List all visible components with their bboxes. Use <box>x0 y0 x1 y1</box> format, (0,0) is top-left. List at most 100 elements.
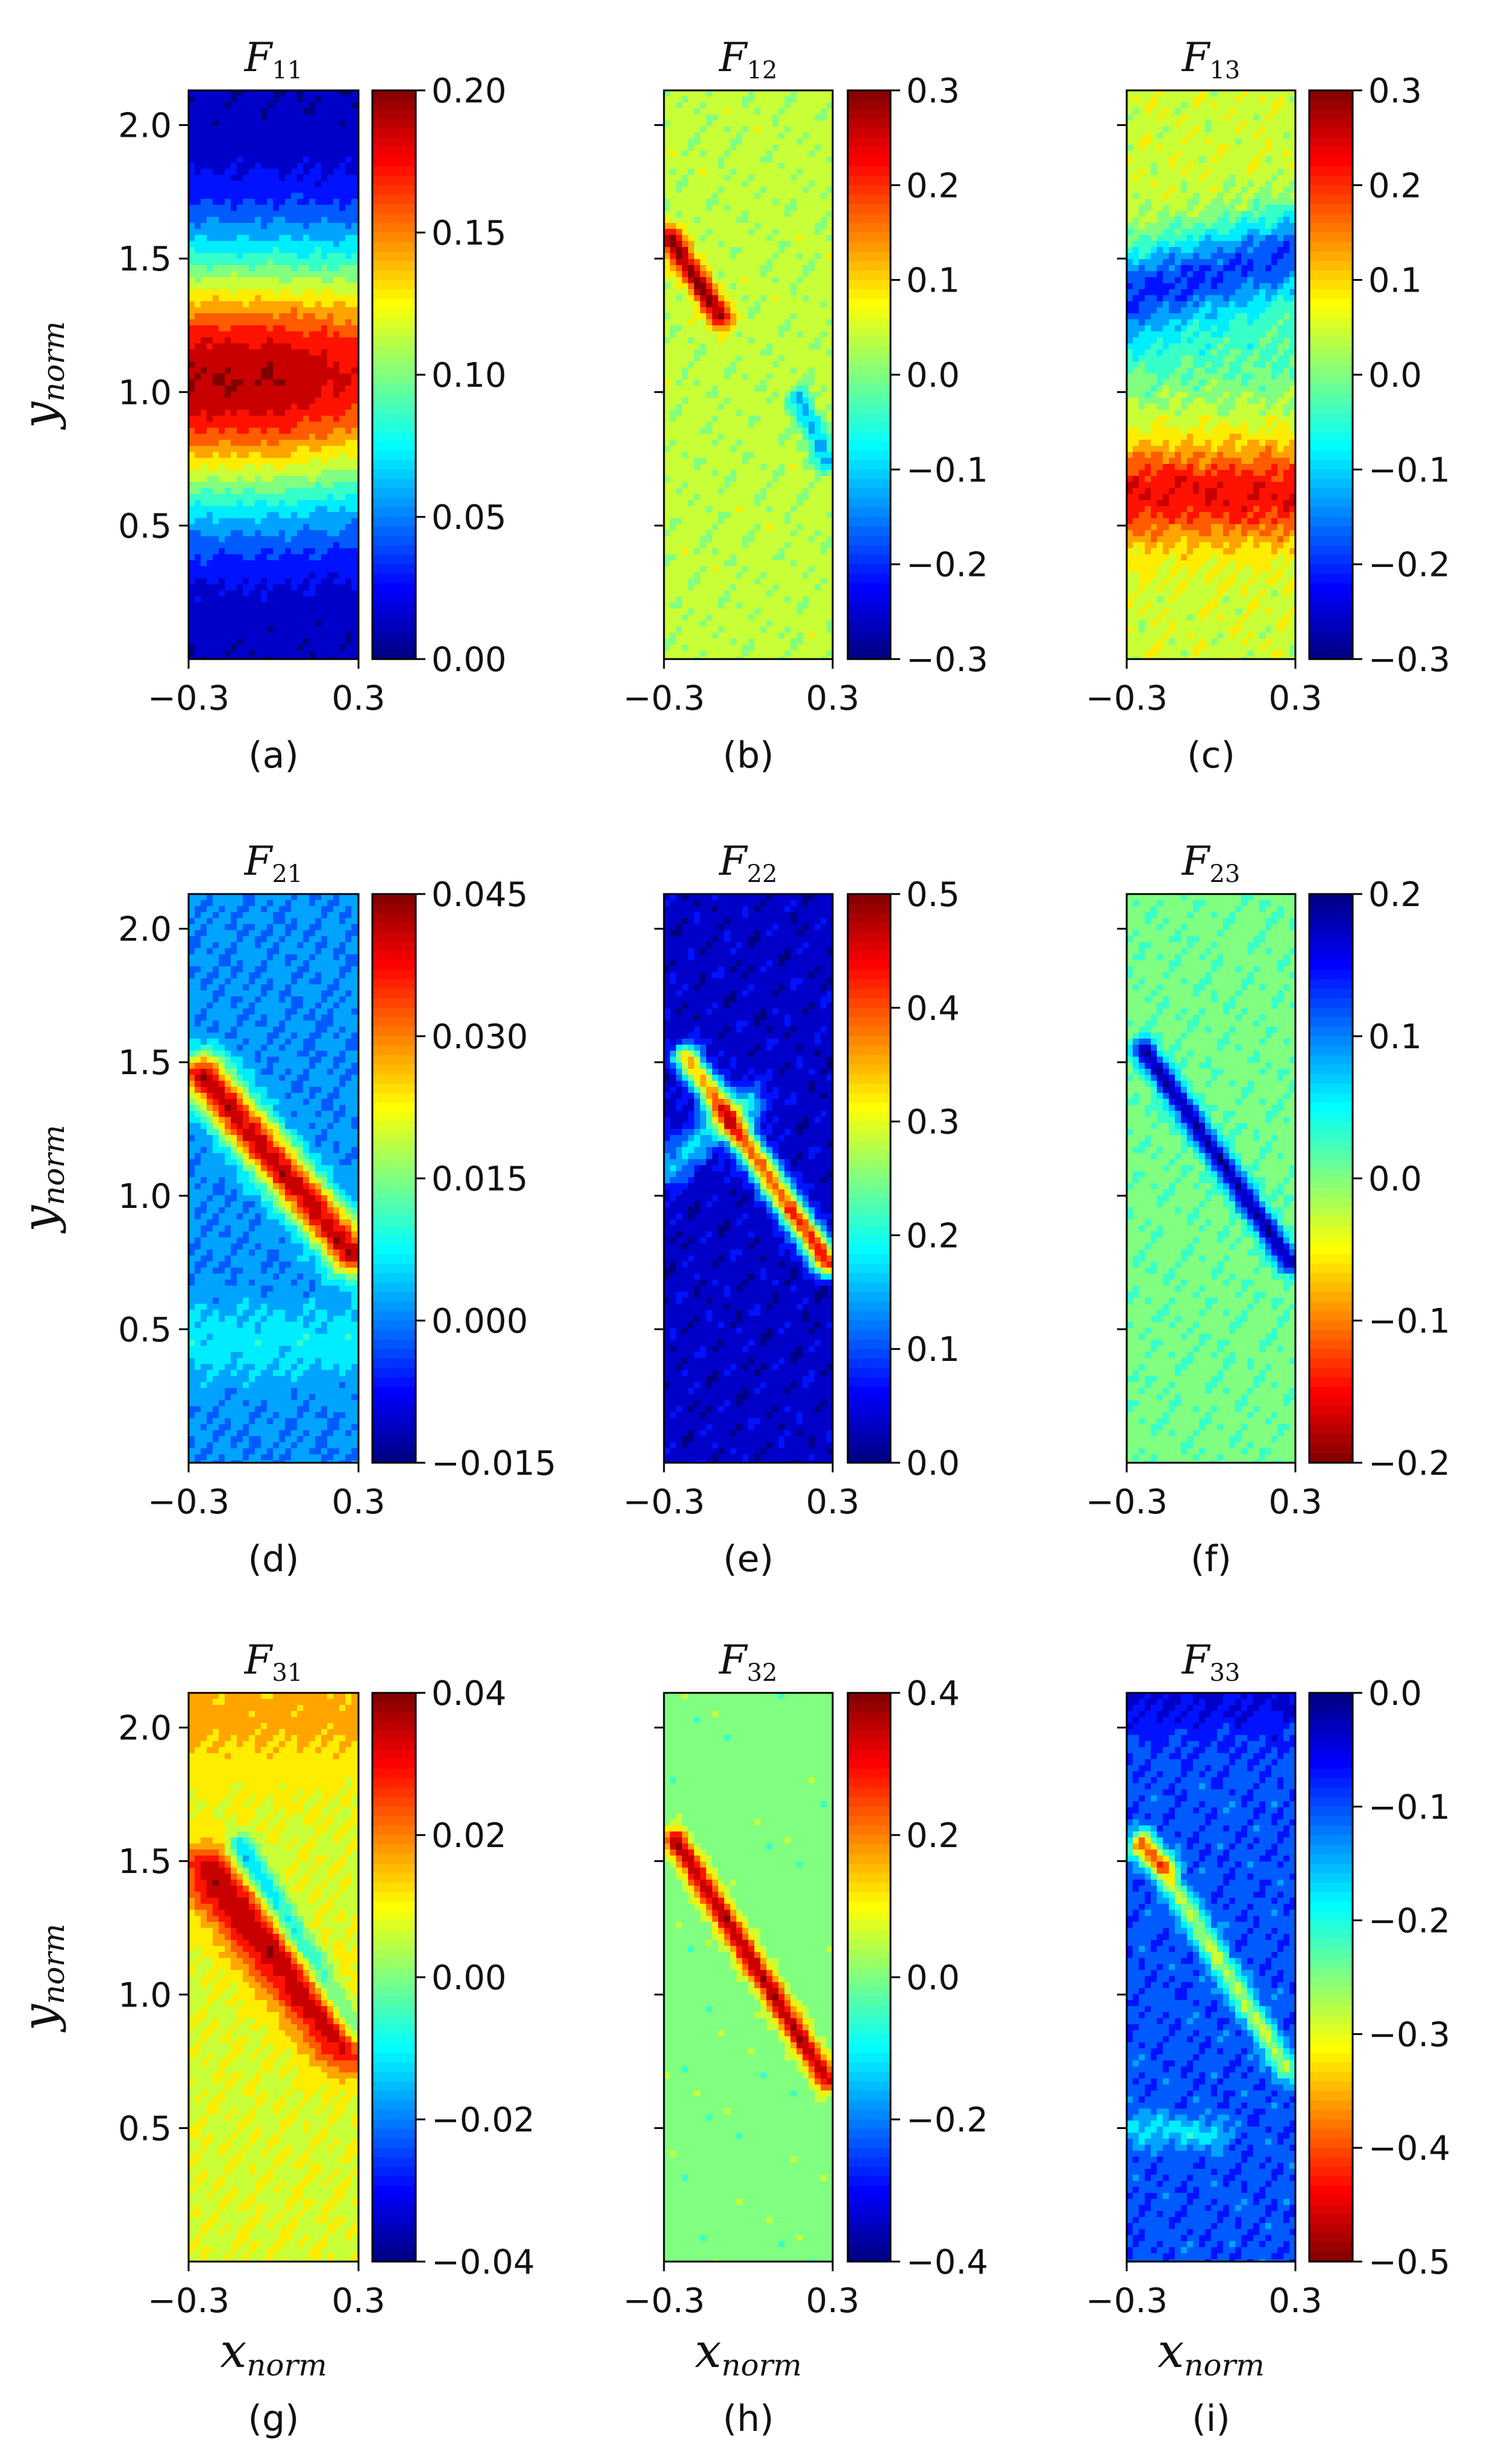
heatmap-cell <box>784 187 791 193</box>
heatmap-cell <box>225 127 231 133</box>
heatmap-cell <box>249 133 255 139</box>
heatmap-cell <box>688 193 695 199</box>
heatmap-cell <box>760 343 767 350</box>
heatmap-cell <box>243 621 249 627</box>
heatmap-cell <box>736 416 743 422</box>
heatmap-cell <box>676 223 683 230</box>
heatmap-cell <box>351 560 358 567</box>
heatmap-cell <box>237 199 243 205</box>
heatmap-cell <box>345 512 352 519</box>
heatmap-cell <box>351 446 358 452</box>
heatmap-cell <box>351 361 358 368</box>
heatmap-cell <box>797 542 803 549</box>
heatmap-cell <box>261 458 268 464</box>
heatmap-cell <box>351 259 358 266</box>
heatmap-cell <box>339 169 346 175</box>
heatmap-cell <box>201 452 207 458</box>
heatmap-cell <box>243 102 249 109</box>
heatmap-cell <box>803 151 809 157</box>
heatmap-cell <box>827 108 833 115</box>
heatmap-cell <box>195 398 201 404</box>
heatmap-cell <box>676 163 683 169</box>
heatmap-cell <box>273 645 280 651</box>
heatmap-cell <box>712 349 719 356</box>
heatmap-cell <box>231 416 237 422</box>
heatmap-cell <box>207 175 213 181</box>
heatmap-cell <box>339 175 346 181</box>
heatmap-cell <box>706 337 713 344</box>
heatmap-cell <box>821 295 827 302</box>
heatmap-cell <box>797 506 803 513</box>
heatmap-cell <box>213 307 219 314</box>
heatmap-cell <box>760 277 767 284</box>
heatmap-cell <box>315 639 322 645</box>
heatmap-cell <box>712 241 719 248</box>
heatmap-cell <box>682 199 689 205</box>
heatmap-cell <box>231 651 237 657</box>
heatmap-cell <box>333 102 340 109</box>
heatmap-cell <box>207 331 213 338</box>
heatmap-cell <box>736 96 743 103</box>
heatmap-cell <box>797 428 803 434</box>
heatmap-cell <box>237 639 243 645</box>
heatmap-cell <box>261 211 268 217</box>
heatmap-cell <box>784 247 791 254</box>
heatmap-cell <box>784 470 791 477</box>
heatmap-cell <box>664 476 671 483</box>
heatmap-cell <box>827 289 833 296</box>
heatmap-cell <box>297 554 304 561</box>
heatmap-cell <box>821 205 827 211</box>
heatmap-cell <box>195 271 201 278</box>
heatmap-cell <box>670 374 677 380</box>
heatmap-cell <box>712 295 719 302</box>
heatmap-cell <box>724 271 731 278</box>
heatmap-cell <box>273 145 280 151</box>
heatmap-cell <box>303 229 310 236</box>
heatmap-cell <box>821 416 827 422</box>
heatmap-cell <box>754 331 761 338</box>
heatmap-cell <box>201 566 207 573</box>
heatmap-cell <box>827 380 833 386</box>
heatmap-cell <box>815 163 821 169</box>
heatmap-cell <box>790 524 797 531</box>
heatmap-cell <box>821 229 827 236</box>
heatmap-cell <box>321 313 328 320</box>
heatmap-cell <box>201 651 207 657</box>
heatmap-cell <box>237 410 243 416</box>
heatmap-cell <box>207 247 213 254</box>
heatmap-cell <box>700 337 707 344</box>
heatmap-cell <box>201 163 207 169</box>
heatmap-cell <box>315 211 322 217</box>
heatmap-cell <box>303 398 310 404</box>
heatmap-cell <box>321 554 328 561</box>
heatmap-cell <box>189 440 195 446</box>
heatmap-cell <box>219 500 225 507</box>
heatmap-cell <box>778 175 785 181</box>
heatmap-cell <box>303 404 310 410</box>
heatmap-cell <box>261 90 268 97</box>
heatmap-cell <box>207 608 213 615</box>
heatmap-cell <box>237 380 243 386</box>
heatmap-cell <box>797 102 803 109</box>
heatmap-cell <box>213 247 219 254</box>
heatmap-cell <box>730 404 737 410</box>
heatmap-cell <box>297 392 304 398</box>
heatmap-cell <box>803 530 809 537</box>
heatmap-cell <box>237 241 243 248</box>
heatmap-cell <box>688 289 695 296</box>
heatmap-cell <box>748 512 755 519</box>
heatmap-cell <box>207 446 213 452</box>
colorbar-segment <box>372 630 416 641</box>
heatmap-cell <box>803 259 809 266</box>
heatmap-cell <box>225 361 231 368</box>
heatmap-cell <box>327 120 334 127</box>
heatmap-cell <box>261 434 268 440</box>
heatmap-cell <box>225 301 231 308</box>
heatmap-cell <box>694 271 701 278</box>
heatmap-cell <box>803 518 809 525</box>
heatmap-cell <box>724 488 731 495</box>
heatmap-cell <box>267 265 274 272</box>
heatmap-cell <box>803 247 809 254</box>
colorbar-tick-label: 0.20 <box>431 72 507 111</box>
heatmap-cell <box>195 253 201 260</box>
